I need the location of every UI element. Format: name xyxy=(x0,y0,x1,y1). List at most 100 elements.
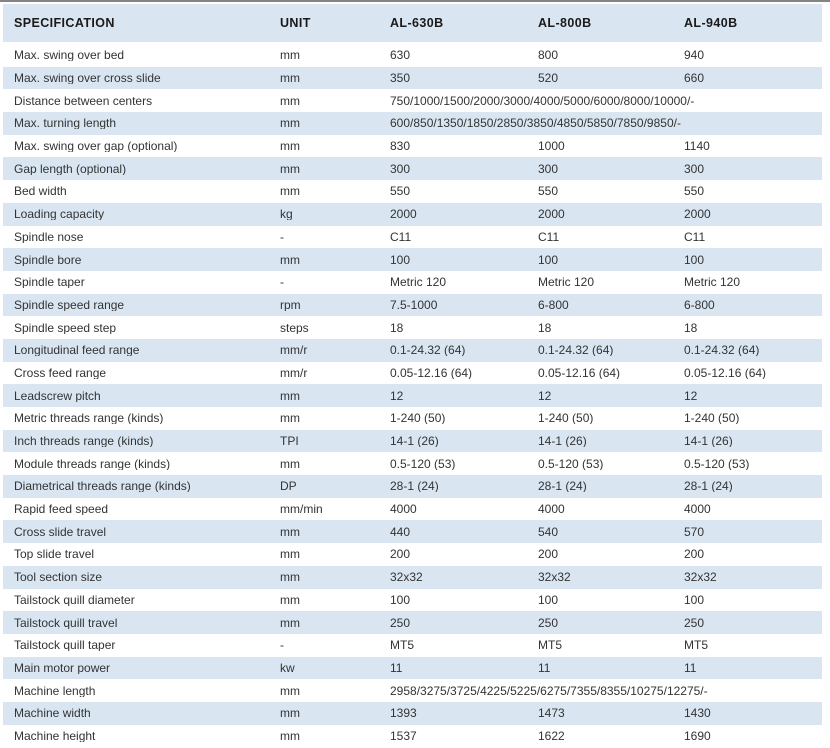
value-al800b: 4000 xyxy=(538,503,565,516)
value-al630b: 1537 xyxy=(390,729,417,742)
value-al940b: 100 xyxy=(684,593,705,606)
unit-value: mm xyxy=(280,571,300,584)
value-al940b: 570 xyxy=(684,525,705,538)
table-row: Max. swing over gap (optional) mm 830 10… xyxy=(3,134,822,158)
table-row: Diametrical threads range (kinds) DP 28-… xyxy=(3,475,822,498)
spec-label: Diametrical threads range (kinds) xyxy=(14,480,191,493)
unit-value: mm xyxy=(280,253,300,266)
table-row: Spindle bore mm 100 100 100 xyxy=(3,248,822,271)
value-al940b: 1140 xyxy=(684,140,710,153)
table-body: Max. swing over bed mm 630 800 940 Max. … xyxy=(3,44,822,748)
value-al800b: 550 xyxy=(538,185,559,198)
unit-value: mm xyxy=(280,72,300,85)
table-row: Loading capacity kg 2000 2000 2000 xyxy=(3,202,822,226)
spec-label: Tailstock quill diameter xyxy=(14,593,135,606)
spec-label: Tool section size xyxy=(14,571,103,584)
spec-label: Tailstock quill travel xyxy=(14,616,118,629)
value-al630b: 200 xyxy=(390,548,411,561)
unit-value: mm xyxy=(280,94,300,107)
unit-value: kw xyxy=(280,661,295,674)
value-al630b: 14-1 (26) xyxy=(390,435,439,448)
value-al630b: 630 xyxy=(390,49,411,62)
spec-label: Cross feed range xyxy=(14,366,107,379)
value-al800b: 0.05-12.16 (64) xyxy=(538,366,621,379)
unit-value: TPI xyxy=(280,435,299,448)
top-border-line xyxy=(0,0,830,2)
column-header-model-al630b: AL-630B xyxy=(390,16,444,30)
unit-value: mm/r xyxy=(280,344,308,357)
unit-value: - xyxy=(280,276,284,289)
value-al630b: 0.1-24.32 (64) xyxy=(390,344,466,357)
spec-label: Spindle speed range xyxy=(14,298,125,311)
unit-value: mm xyxy=(280,140,300,153)
table-row: Longitudinal feed range mm/r 0.1-24.32 (… xyxy=(3,338,822,362)
value-al800b: 200 xyxy=(538,548,559,561)
value-span-all-models: 600/850/1350/1850/2850/3850/4850/5850/78… xyxy=(390,117,681,130)
table-row: Tailstock quill travel mm 250 250 250 xyxy=(3,611,822,634)
table-row: Spindle speed range rpm 7.5-1000 6-800 6… xyxy=(3,293,822,317)
value-al800b: 1000 xyxy=(538,140,565,153)
value-span-all-models: 2958/3275/3725/4225/5225/6275/7355/8355/… xyxy=(390,684,708,697)
value-al630b: 11 xyxy=(390,661,403,674)
value-al940b: 300 xyxy=(684,162,705,175)
value-al630b: 0.5-120 (53) xyxy=(390,457,456,470)
value-al940b: Metric 120 xyxy=(684,276,741,289)
value-al800b: 18 xyxy=(538,321,552,334)
value-al800b: 100 xyxy=(538,253,559,266)
value-al630b: 300 xyxy=(390,162,411,175)
value-al800b: 100 xyxy=(538,593,559,606)
unit-value: DP xyxy=(280,480,297,493)
value-al630b: 32x32 xyxy=(390,571,423,584)
unit-value: mm xyxy=(280,49,300,62)
unit-value: - xyxy=(280,639,284,652)
unit-value: rpm xyxy=(280,298,301,311)
value-al940b: 0.5-120 (53) xyxy=(684,457,750,470)
spec-label: Rapid feed speed xyxy=(14,503,109,516)
spec-label: Longitudinal feed range xyxy=(14,344,140,357)
table-row: Cross slide travel mm 440 540 570 xyxy=(3,520,822,544)
value-al630b: 12 xyxy=(390,389,404,402)
value-al800b: 800 xyxy=(538,49,559,62)
value-al940b: 1430 xyxy=(684,707,711,720)
spec-label: Inch threads range (kinds) xyxy=(14,435,154,448)
value-al800b: 520 xyxy=(538,72,559,85)
unit-value: - xyxy=(280,230,284,243)
unit-value: mm xyxy=(280,616,300,629)
value-al940b: 940 xyxy=(684,49,705,62)
value-al800b: 1473 xyxy=(538,707,565,720)
unit-value: steps xyxy=(280,321,309,334)
value-al800b: MT5 xyxy=(538,639,562,652)
unit-value: mm xyxy=(280,117,300,130)
value-al630b: 2000 xyxy=(390,208,417,221)
value-al940b: 1-240 (50) xyxy=(684,412,740,425)
value-al940b: 1690 xyxy=(684,729,711,742)
table-row: Spindle nose - C11 C11 C11 xyxy=(3,225,822,249)
spec-label: Max. swing over gap (optional) xyxy=(14,140,178,153)
unit-value: mm xyxy=(280,457,300,470)
column-header-model-al940b: AL-940B xyxy=(684,16,738,30)
value-al630b: 440 xyxy=(390,525,411,538)
table-row: Distance between centers mm 750/1000/150… xyxy=(3,89,822,113)
value-al800b: 2000 xyxy=(538,208,565,221)
spec-label: Metric threads range (kinds) xyxy=(14,412,164,425)
table-row: Max. swing over cross slide mm 350 520 6… xyxy=(3,66,822,90)
value-al940b: 550 xyxy=(684,185,705,198)
unit-value: mm/min xyxy=(280,503,323,516)
value-al800b: C11 xyxy=(538,230,560,243)
spec-label: Spindle bore xyxy=(14,253,82,266)
value-al940b: 6-800 xyxy=(684,298,715,311)
value-al630b: 7.5-1000 xyxy=(390,298,438,311)
table-row: Top slide travel mm 200 200 200 xyxy=(3,543,822,566)
unit-value: mm xyxy=(280,707,300,720)
table-row: Rapid feed speed mm/min 4000 4000 4000 xyxy=(3,497,822,521)
unit-value: mm/r xyxy=(280,366,308,379)
value-al940b: 100 xyxy=(684,253,705,266)
value-al940b: 11 xyxy=(684,661,697,674)
value-al940b: MT5 xyxy=(684,639,708,652)
table-row: Cross feed range mm/r 0.05-12.16 (64) 0.… xyxy=(3,361,822,385)
value-al940b: 14-1 (26) xyxy=(684,435,733,448)
spec-label: Machine height xyxy=(14,729,96,742)
value-al940b: 250 xyxy=(684,616,705,629)
value-al630b: C11 xyxy=(390,230,412,243)
